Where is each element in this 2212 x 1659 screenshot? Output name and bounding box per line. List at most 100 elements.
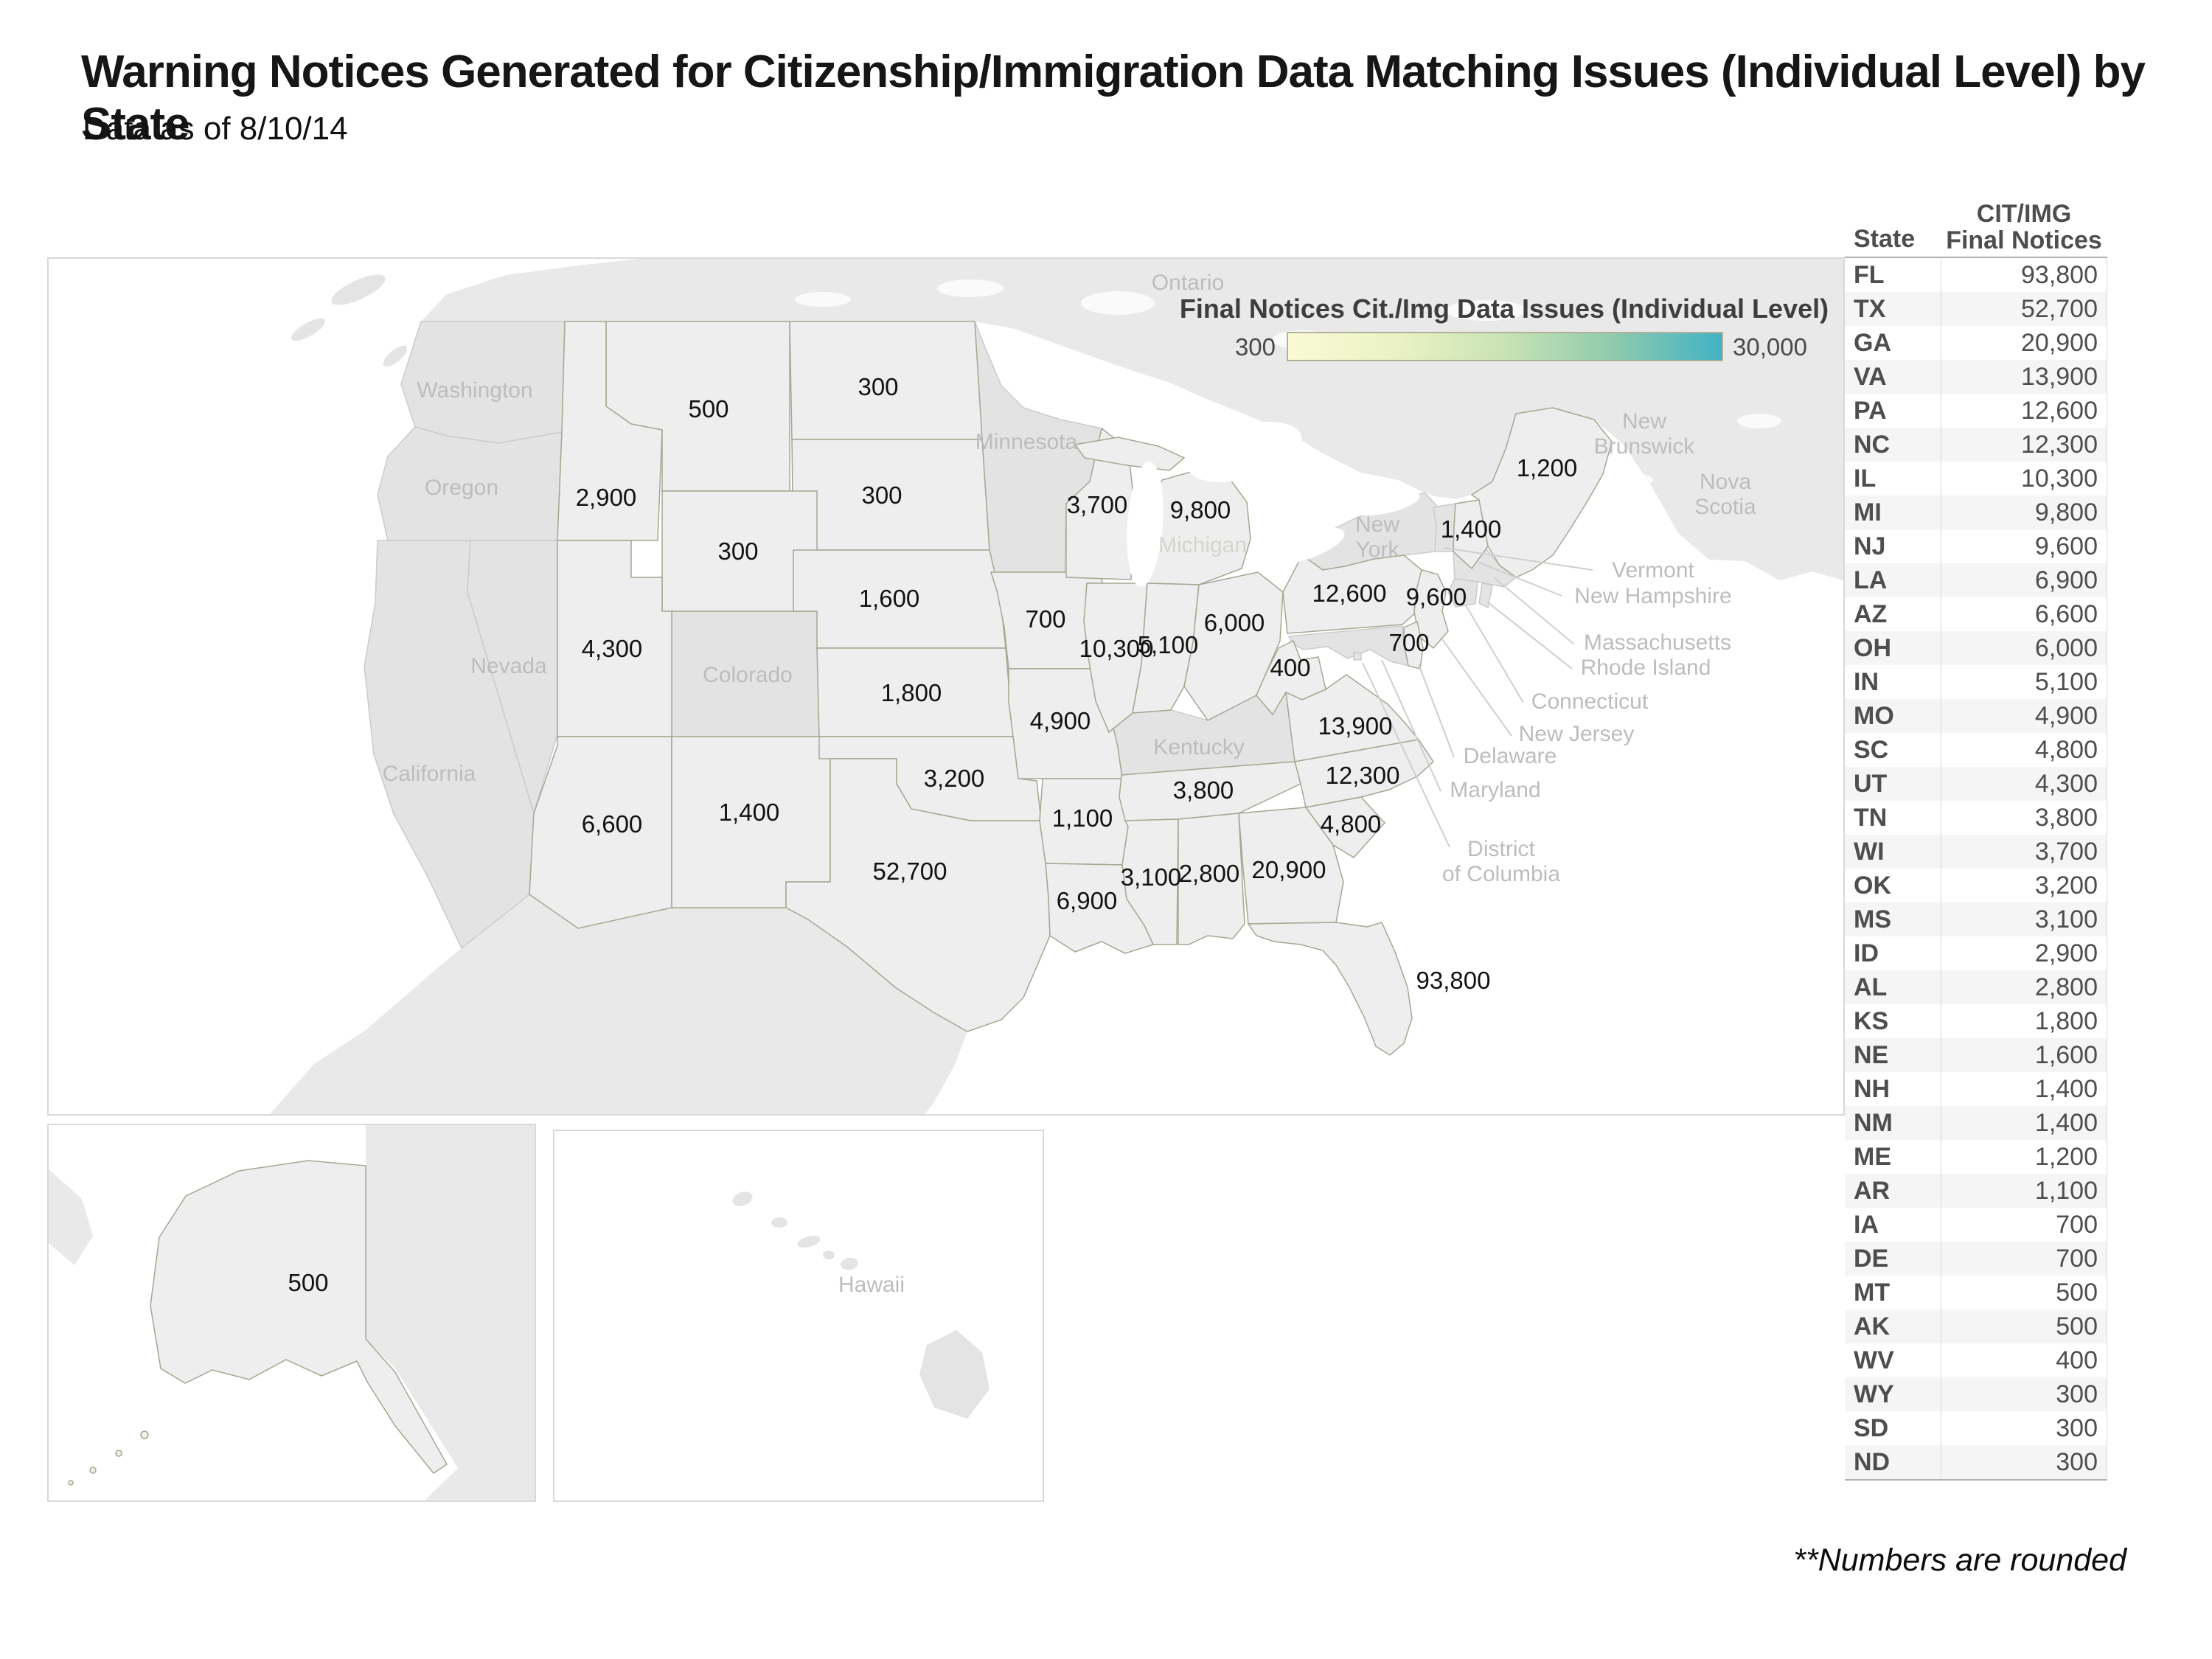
geo-label: Michigan <box>1158 533 1247 557</box>
legend-gradient-bar <box>1287 332 1723 361</box>
table-cell-state: WI <box>1854 838 1885 866</box>
table-cell-state: AK <box>1854 1312 1891 1340</box>
state-wisconsin <box>1065 427 1135 580</box>
table-cell-state: TX <box>1854 295 1886 323</box>
table-row: NH 1,400 <box>1845 1072 2107 1106</box>
geo-label: Minnesota <box>975 430 1078 454</box>
aleutian-island <box>115 1450 122 1457</box>
value-label-AL: 2,800 <box>1179 860 1240 887</box>
table-cell-value: 12,300 <box>1940 428 2107 462</box>
value-label-ND: 300 <box>858 373 898 400</box>
coast-island <box>291 318 325 341</box>
callout-line <box>1381 659 1441 792</box>
legend-min-label: 300 <box>1235 333 1276 361</box>
table-cell-state: LA <box>1854 566 1888 594</box>
value-label-NM: 1,400 <box>719 799 780 826</box>
geo-label: Washington <box>417 378 532 403</box>
value-label-NH: 1,400 <box>1441 515 1502 543</box>
value-label-ME: 1,200 <box>1517 454 1578 481</box>
state-west-virginia <box>1256 639 1326 716</box>
table-cell-value: 52,700 <box>1940 292 2107 326</box>
table-cell-value: 4,300 <box>1940 767 2107 801</box>
table-row: WY 300 <box>1845 1377 2107 1411</box>
table-cell-value: 5,100 <box>1940 665 2107 699</box>
table-cell-state: NM <box>1854 1109 1893 1137</box>
table-row: LA 6,900 <box>1845 563 2107 597</box>
value-label-IL: 10,300 <box>1079 635 1154 662</box>
state-rhode-island <box>1478 582 1493 609</box>
table-cell-state: GA <box>1854 329 1891 357</box>
geo-label: Nevada <box>470 654 547 678</box>
table-header-line2: Final Notices <box>1946 226 2102 254</box>
table-row: MT 500 <box>1845 1276 2107 1310</box>
alaska-value-label: 500 <box>288 1269 328 1296</box>
callout-label: Delaware <box>1464 744 1557 768</box>
table-cell-state: IN <box>1854 668 1879 696</box>
table-cell-value: 400 <box>1940 1343 2107 1377</box>
table-cell-state: PA <box>1854 397 1887 425</box>
value-label-LA: 6,900 <box>1057 887 1118 914</box>
legend-title: Final Notices Cit./Img Data Issues (Indi… <box>1180 293 1829 324</box>
hawaii-island-big-island <box>919 1330 990 1419</box>
state-new-jersey <box>1413 569 1449 650</box>
table-row: AL 2,800 <box>1845 970 2107 1004</box>
table-row: WI 3,700 <box>1845 835 2107 869</box>
aleutian-island <box>68 1480 74 1486</box>
mexico-landmass <box>270 894 967 1114</box>
table-cell-value: 1,400 <box>1940 1072 2107 1106</box>
table-cell-state: IA <box>1854 1211 1879 1239</box>
callout-label: Vermont <box>1612 558 1694 582</box>
table-cell-value: 1,800 <box>1940 1004 2107 1038</box>
table-cell-value: 6,900 <box>1940 563 2107 597</box>
callout-line <box>1487 602 1573 669</box>
table-cell-value: 10,300 <box>1940 462 2107 495</box>
geo-label-layer: Ontario Washington Oregon Nevada California M… <box>383 271 1756 786</box>
value-label-DE: 700 <box>1388 629 1429 656</box>
table-header-state: State <box>1854 225 1916 253</box>
table-cell-state: OK <box>1854 872 1891 900</box>
table-cell-state: ME <box>1854 1143 1891 1171</box>
geo-label: Oregon <box>425 476 498 500</box>
table-row: AK 500 <box>1845 1310 2107 1343</box>
table-cell-value: 1,600 <box>1940 1038 2107 1072</box>
value-label-SD: 300 <box>861 481 902 509</box>
table-cell-state: AL <box>1854 973 1888 1001</box>
geo-label: California <box>383 762 476 786</box>
state-vermont <box>1433 503 1456 552</box>
value-label-MS: 3,100 <box>1121 863 1182 891</box>
canada-yukon-landmass <box>366 1125 535 1500</box>
value-label-AZ: 6,600 <box>582 810 643 838</box>
table-row: IA 700 <box>1845 1208 2107 1242</box>
table-cell-state: FL <box>1854 261 1885 289</box>
state-georgia <box>1238 807 1344 925</box>
alaska-inset-map: 500 <box>49 1125 535 1500</box>
table-cell-value: 300 <box>1940 1445 2107 1479</box>
geo-label: Ontario <box>1152 271 1224 295</box>
us-choropleth-map-panel: Vermont New Hampshire Massachusetts Rhode I… <box>47 257 1845 1116</box>
vancouver-island <box>331 274 386 305</box>
lake-ontario <box>1343 488 1420 516</box>
table-cell-state: WV <box>1854 1346 1894 1374</box>
table-row: TN 3,800 <box>1845 801 2107 835</box>
table-cell-state: NE <box>1854 1041 1889 1069</box>
callout-label: Maryland <box>1450 778 1540 802</box>
table-cell-state: AZ <box>1854 600 1888 628</box>
value-label-NJ: 9,600 <box>1406 583 1467 611</box>
table-cell-state: TN <box>1854 804 1888 832</box>
state-connecticut <box>1447 578 1478 608</box>
table-row: AZ 6,600 <box>1845 597 2107 631</box>
table-cell-value: 4,800 <box>1940 733 2107 767</box>
value-label-WV: 400 <box>1270 654 1310 681</box>
callout-label: Rhode Island <box>1581 655 1711 680</box>
value-label-IA: 700 <box>1025 605 1065 633</box>
geo-label: Scotia <box>1694 495 1756 519</box>
value-label-MI: 9,800 <box>1170 496 1231 524</box>
table-cell-state: MS <box>1854 905 1891 933</box>
hawaii-island-molokai <box>797 1236 821 1248</box>
callout-label: New Jersey <box>1519 722 1635 746</box>
aleutian-island <box>89 1467 97 1474</box>
table-cell-value: 6,000 <box>1940 631 2107 665</box>
table-cell-state: MO <box>1854 702 1894 730</box>
